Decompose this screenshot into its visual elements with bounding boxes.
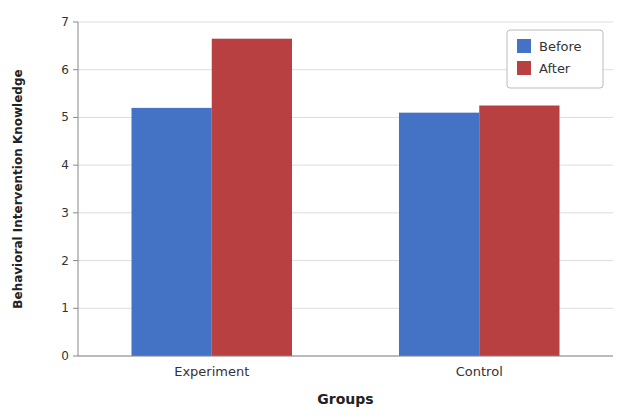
legend-swatch — [517, 61, 531, 75]
y-tick — [73, 356, 78, 357]
legend-box — [507, 30, 603, 88]
y-tick-label: 1 — [61, 301, 69, 315]
grid-line — [78, 356, 613, 357]
bars — [132, 39, 560, 356]
x-tick-label: Experiment — [174, 364, 249, 379]
chart: 0 1 2 3 4 5 6 7 Experiment Control Groups Behaviora… — [0, 0, 633, 418]
y-tick — [73, 260, 78, 261]
y-tick — [73, 212, 78, 213]
x-axis-line — [78, 356, 613, 357]
y-axis: 0 1 2 3 4 5 6 7 — [61, 15, 78, 363]
grid — [78, 22, 613, 356]
y-tick-label: 2 — [61, 254, 69, 268]
legend: Before After — [507, 30, 603, 88]
y-tick-label: 3 — [61, 206, 69, 220]
y-tick — [73, 22, 78, 23]
x-axis-title: Groups — [317, 391, 373, 407]
y-axis-title: Behavioral Intervention Knowledge — [11, 69, 25, 308]
y-tick-label: 6 — [61, 63, 69, 77]
bar — [399, 113, 479, 356]
y-axis-line — [78, 22, 79, 356]
y-tick — [73, 117, 78, 118]
x-tick-label: Control — [456, 364, 503, 379]
y-tick — [73, 69, 78, 70]
bar — [132, 108, 212, 356]
bar — [212, 39, 292, 356]
y-tick-label: 4 — [61, 158, 69, 172]
grid-line — [78, 22, 613, 23]
legend-label: Before — [539, 39, 582, 54]
y-tick-label: 7 — [61, 15, 69, 29]
legend-label: After — [539, 61, 571, 76]
y-tick — [73, 165, 78, 166]
y-tick-label: 0 — [61, 349, 69, 363]
bar — [479, 106, 559, 357]
legend-swatch — [517, 39, 531, 53]
y-tick-label: 5 — [61, 110, 69, 124]
y-tick — [73, 308, 78, 309]
